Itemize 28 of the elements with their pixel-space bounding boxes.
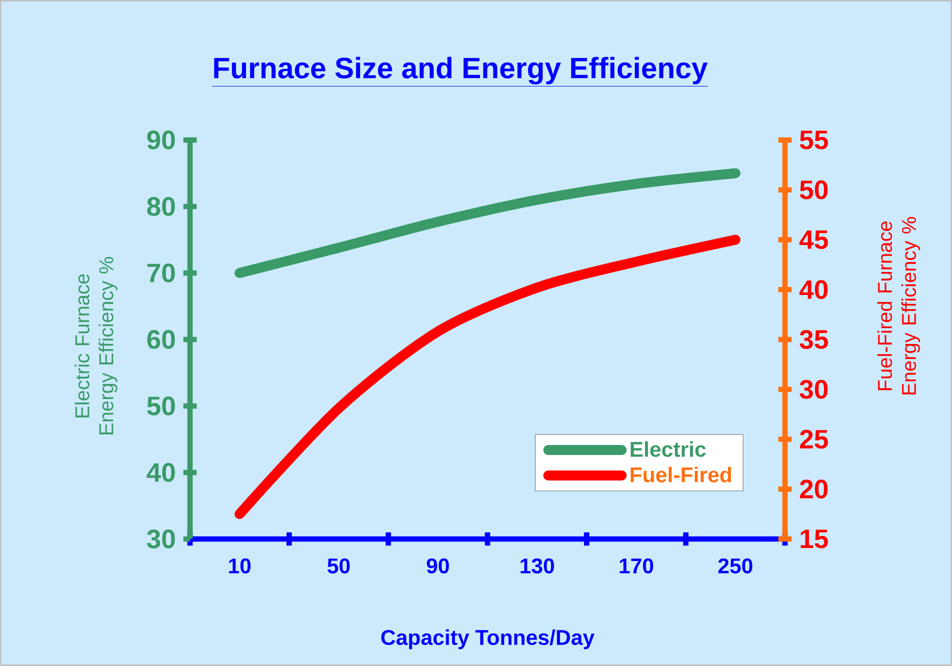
y2-tick-label: 40 bbox=[799, 280, 828, 300]
y2-tick-label: 25 bbox=[800, 430, 828, 449]
y2-tick-label: 35 bbox=[800, 330, 828, 349]
y-tick-label: 90 bbox=[147, 130, 175, 150]
x-tick-label: 90 bbox=[426, 558, 449, 574]
y2-tick-label: 50 bbox=[800, 180, 828, 200]
y-tick-label: 80 bbox=[147, 197, 175, 216]
legend-label: Electric bbox=[630, 441, 706, 457]
x-tick-label: 250 bbox=[718, 558, 752, 574]
x-tick-label: 10 bbox=[229, 558, 251, 574]
x-tick-label: 170 bbox=[620, 558, 654, 574]
y2-tick-label: 45 bbox=[799, 230, 828, 250]
y-tick-label: 70 bbox=[147, 264, 175, 282]
x-axis-title: Capacity Tonnes/Day bbox=[381, 629, 594, 650]
x-tick-label: 50 bbox=[328, 558, 350, 574]
y2-axis-title: Fuel-Fired Furnace Energy Efficiency % bbox=[877, 217, 920, 394]
y-axis-title: Electric Furnace Energy Efficiency % bbox=[74, 257, 118, 434]
y2-tick-label: 15 bbox=[800, 530, 828, 548]
chart-title: Furnace Size and Energy Efficiency bbox=[214, 56, 708, 84]
y-tick-label: 50 bbox=[147, 396, 175, 416]
legend-label: Fuel-Fired bbox=[630, 466, 732, 482]
y-tick-label: 30 bbox=[146, 530, 175, 548]
y-tick-label: 40 bbox=[146, 463, 175, 482]
y2-tick-label: 20 bbox=[800, 480, 828, 499]
y2-tick-label: 30 bbox=[800, 380, 828, 399]
x-tick-label: 130 bbox=[520, 558, 554, 574]
y2-tick-label: 55 bbox=[800, 130, 828, 150]
y-tick-label: 60 bbox=[147, 330, 175, 349]
